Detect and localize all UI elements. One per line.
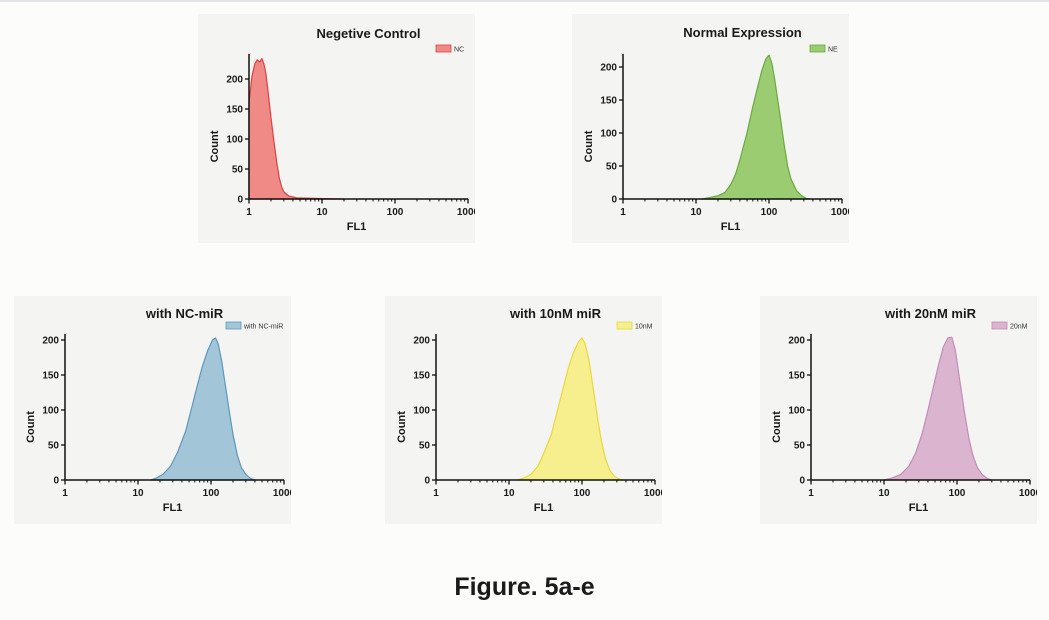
x-axis-label: FL1	[721, 221, 741, 233]
x-tick-label: 1000	[1019, 488, 1037, 499]
y-axis-label: Count	[209, 130, 221, 162]
legend-swatch	[991, 321, 1008, 330]
chart-title: with NC-miR	[145, 306, 224, 321]
x-tick-label: 1	[62, 488, 68, 499]
y-tick-label: 0	[799, 476, 805, 487]
y-tick-label: 150	[413, 371, 430, 382]
legend-swatch	[225, 321, 242, 330]
y-tick-label: 200	[226, 75, 243, 86]
chart-panel-e: with 20nM miR 0 50 100 150 200 1 10 100 1000 FL1 Co…	[760, 296, 1037, 524]
x-tick-label: 100	[387, 207, 404, 218]
chart-panel-b: Normal Expression 0 50 100 150 200 1 10 100 1000 F…	[572, 14, 849, 243]
y-tick-label: 50	[232, 165, 244, 176]
y-tick-label: 50	[606, 162, 618, 173]
legend-label: 10nM	[635, 324, 653, 331]
y-axis-label: Count	[771, 411, 783, 443]
histogram-svg-a: Negetive Control 0 50 100 150 200 1 10 100 1000 FL…	[209, 26, 475, 233]
y-tick-label: 150	[788, 371, 805, 382]
x-tick-label: 1	[620, 207, 626, 218]
legend-label: NE	[828, 47, 838, 54]
histogram-area	[248, 58, 345, 200]
chart-panel-a: Negetive Control 0 50 100 150 200 1 10 100 1000 FL…	[198, 14, 475, 243]
y-tick-label: 100	[600, 129, 617, 140]
y-axis-label: Count	[583, 130, 595, 162]
y-tick-label: 150	[600, 96, 617, 107]
x-tick-label: 100	[574, 488, 591, 499]
y-tick-label: 200	[42, 336, 59, 347]
x-tick-label: 1000	[273, 488, 291, 499]
chart-panel-c: with NC-miR 0 50 100 150 200 1 10 100 1000 FL1 Coun…	[14, 296, 291, 524]
x-tick-label: 1	[246, 207, 252, 218]
x-axis-label: FL1	[534, 502, 554, 514]
chart-panel-d: with 10nM miR 0 50 100 150 200 1 10 100 1000 FL1 Co…	[385, 296, 662, 524]
x-tick-label: 1000	[831, 207, 849, 218]
y-tick-label: 0	[237, 195, 243, 206]
x-tick-label: 1000	[457, 207, 475, 218]
legend-swatch	[435, 44, 452, 53]
chart-title: with 10nM miR	[509, 306, 602, 321]
legend-label: with NC-miR	[243, 324, 283, 331]
legend-label: 20nM	[1010, 324, 1028, 331]
y-tick-label: 100	[226, 135, 243, 146]
x-tick-label: 1	[808, 488, 814, 499]
y-tick-label: 100	[42, 406, 59, 417]
histogram-area	[150, 337, 256, 481]
histogram-svg-e: with 20nM miR 0 50 100 150 200 1 10 100 1000 FL1 Co…	[771, 306, 1037, 514]
y-tick-label: 50	[48, 441, 60, 452]
y-tick-label: 50	[794, 441, 806, 452]
x-axis-label: FL1	[163, 502, 183, 514]
x-tick-label: 1000	[644, 488, 662, 499]
histogram-svg-b: Normal Expression 0 50 100 150 200 1 10 100 1000 F…	[583, 25, 849, 233]
y-axis-label: Count	[25, 411, 37, 443]
x-tick-label: 100	[949, 488, 966, 499]
y-tick-label: 200	[600, 63, 617, 74]
x-tick-label: 10	[316, 207, 328, 218]
y-tick-label: 150	[226, 105, 243, 116]
chart-title: Normal Expression	[683, 25, 802, 40]
legend-swatch	[809, 44, 826, 53]
histogram-area	[883, 336, 993, 481]
x-tick-label: 1	[433, 488, 439, 499]
x-tick-label: 10	[503, 488, 515, 499]
y-tick-label: 200	[788, 336, 805, 347]
histogram-area	[516, 337, 625, 481]
y-tick-label: 0	[53, 476, 59, 487]
legend-swatch	[616, 321, 633, 330]
y-tick-label: 50	[419, 441, 431, 452]
x-axis-label: FL1	[909, 502, 929, 514]
histogram-svg-c: with NC-miR 0 50 100 150 200 1 10 100 1000 FL1 Coun…	[25, 306, 291, 514]
x-tick-label: 10	[690, 207, 702, 218]
y-tick-label: 200	[413, 336, 430, 347]
chart-title: Negetive Control	[316, 26, 420, 41]
x-tick-label: 10	[878, 488, 890, 499]
y-tick-label: 150	[42, 371, 59, 382]
legend-label: NC	[454, 47, 464, 54]
x-tick-label: 100	[761, 207, 778, 218]
x-tick-label: 100	[203, 488, 220, 499]
y-tick-label: 0	[611, 195, 617, 206]
y-tick-label: 100	[788, 406, 805, 417]
histogram-svg-d: with 10nM miR 0 50 100 150 200 1 10 100 1000 FL1 Co…	[396, 306, 662, 514]
y-tick-label: 100	[413, 406, 430, 417]
y-tick-label: 0	[424, 476, 430, 487]
chart-title: with 20nM miR	[884, 306, 977, 321]
top-border	[0, 0, 1049, 2]
histogram-area	[701, 54, 811, 200]
x-axis-label: FL1	[347, 221, 367, 233]
x-tick-label: 10	[132, 488, 144, 499]
figure-caption: Figure. 5a-e	[454, 573, 595, 601]
y-axis-label: Count	[396, 411, 408, 443]
